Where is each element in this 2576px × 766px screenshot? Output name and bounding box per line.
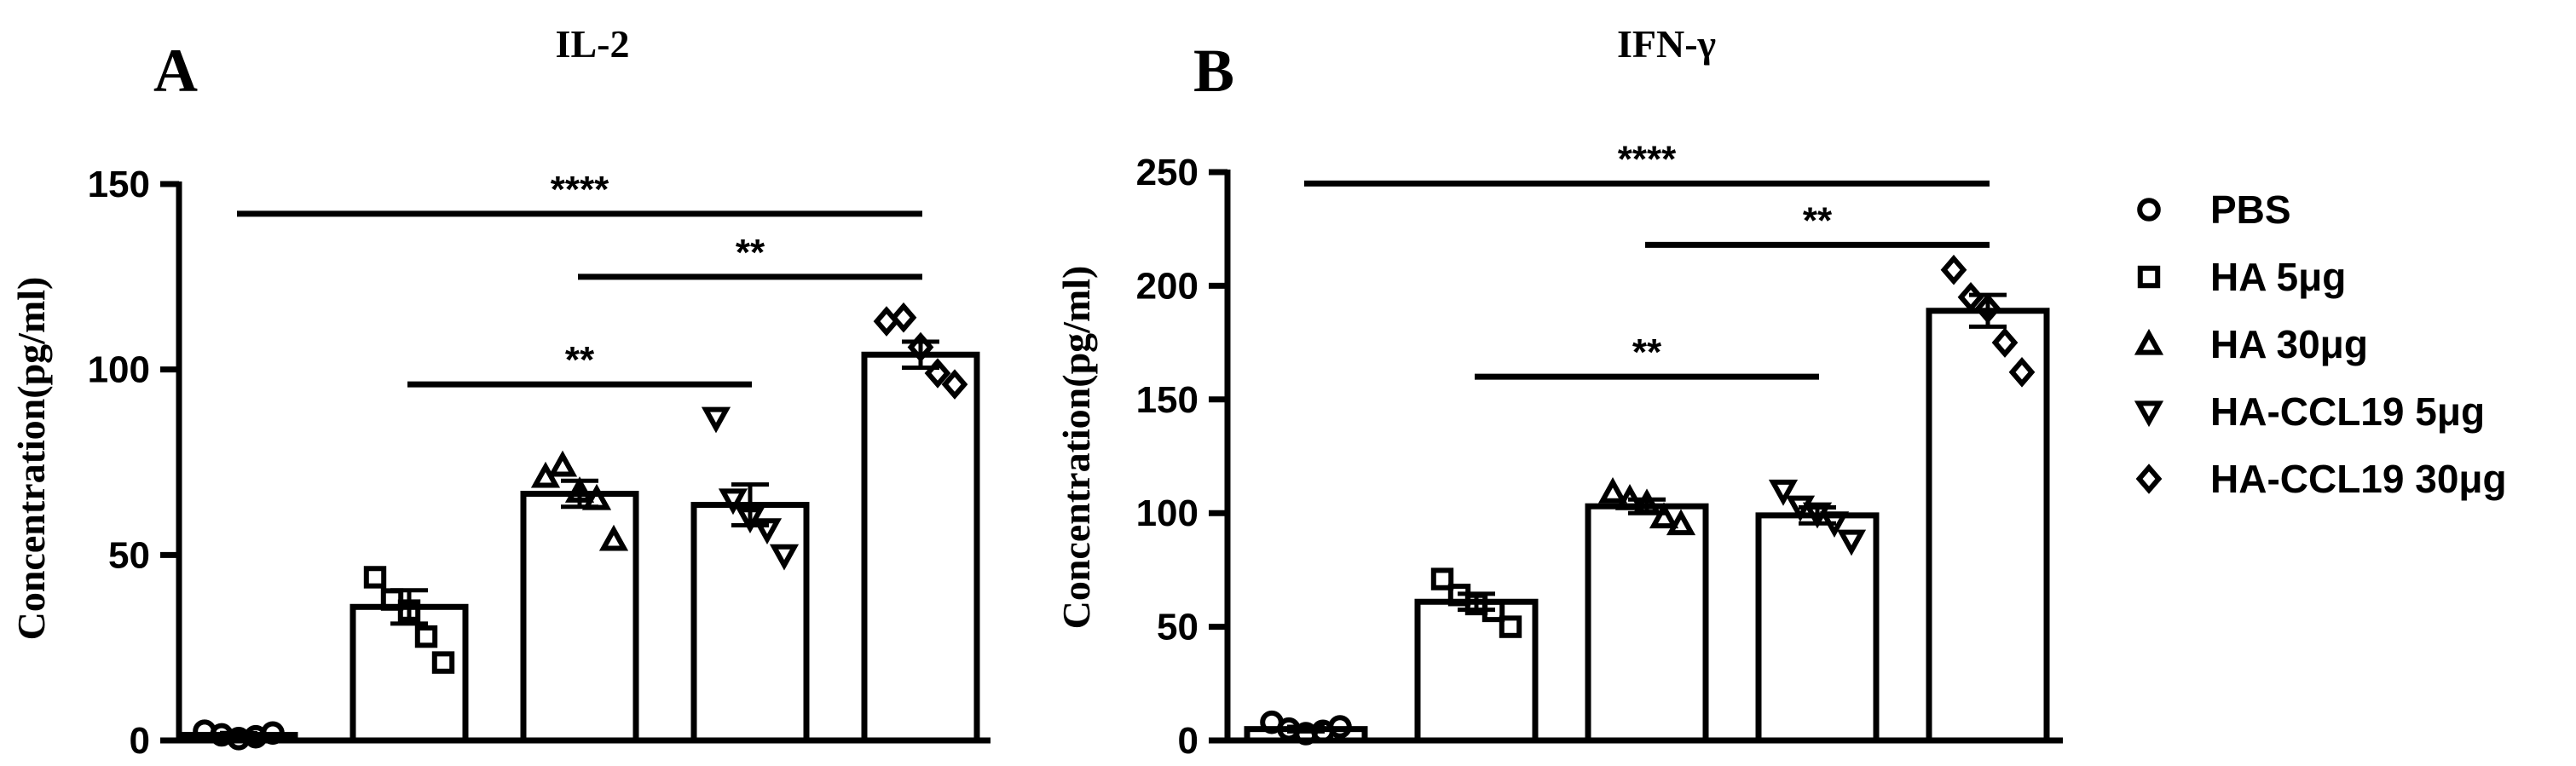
data-point-square-marker (1430, 567, 1454, 590)
bar-ha-ccl19-5ug (1755, 512, 1880, 744)
data-point-triangle-down-marker (769, 544, 800, 571)
legend-label: PBS (2210, 187, 2291, 232)
data-point-triangle-up-marker (581, 483, 612, 510)
data-point-diamond-marker (924, 358, 951, 389)
legend: PBS HA 5μg HA 30μg HA-CCL19 5μg HA-CCL19 30μ… (2134, 187, 2507, 501)
legend-label: HA 5μg (2210, 255, 2346, 299)
y-tick-label: 100 (88, 349, 150, 391)
data-point-diamond-marker (1974, 293, 2001, 324)
legend-label: HA-CCL19 5μg (2210, 389, 2485, 434)
data-point-triangle-up-marker (564, 476, 595, 503)
data-point-square-marker (1481, 599, 1505, 623)
legend-label: HA 30μg (2210, 322, 2368, 366)
data-point-diamond-marker (873, 306, 900, 337)
legend-item-pbs: PBS (2137, 187, 2291, 232)
data-point-square-marker (414, 625, 438, 648)
data-point-triangle-up-marker (1649, 502, 1679, 529)
data-point-triangle-down-marker (752, 518, 783, 545)
data-point-diamond-marker (1991, 327, 2019, 358)
data-point-diamond-marker (1940, 254, 1967, 285)
data-point-square-marker (397, 599, 421, 622)
y-tick-label: 100 (1136, 492, 1198, 534)
data-point-diamond-marker (890, 302, 917, 333)
y-tick-label: 50 (1157, 607, 1198, 648)
bar-ha-30ug (1585, 503, 1709, 744)
data-point-triangle-down-marker (1785, 495, 1816, 522)
y-tick-label: 150 (88, 164, 150, 205)
data-point-triangle-down-marker (1836, 529, 1867, 556)
significance-label: **** (551, 169, 609, 210)
data-point-diamond-marker (941, 369, 968, 400)
significance-label: ** (1803, 199, 1833, 241)
bar-ha-5ug (1414, 598, 1539, 744)
data-point-diamond-marker (2008, 356, 2036, 388)
legend-item-ha-ccl19-30ug: HA-CCL19 30μg (2135, 457, 2507, 501)
data-point-triangle-up-marker (1632, 488, 1662, 515)
triangle-down-icon (2134, 400, 2164, 428)
legend-item-ha-5ug: HA 5μg (2137, 255, 2346, 299)
bar-ha-ccl19-5ug (690, 502, 810, 744)
y-tick-label: 0 (130, 720, 150, 762)
data-point-triangle-down-marker (701, 406, 731, 434)
panel-letter-b: B (1193, 37, 1234, 105)
data-point-triangle-down-marker (1768, 479, 1799, 506)
bar-ha-ccl19-30ug (1926, 308, 2050, 744)
diamond-icon (2135, 464, 2163, 494)
legend-item-ha-30ug: HA 30μg (2134, 322, 2368, 366)
data-point-triangle-up-marker (1597, 477, 1628, 504)
data-point-triangle-down-marker (718, 488, 748, 515)
y-tick-label: 150 (1136, 379, 1198, 421)
data-point-triangle-up-marker (547, 450, 578, 477)
legend-label: HA-CCL19 30μg (2210, 457, 2507, 501)
triangle-up-icon (2134, 328, 2164, 355)
significance-label: ** (1632, 331, 1662, 373)
significance-label: ** (565, 339, 595, 381)
data-point-diamond-marker (907, 331, 934, 363)
bar-ha-ccl19-30ug (861, 351, 980, 744)
data-point-square-marker (363, 566, 387, 589)
circle-icon (2137, 198, 2161, 222)
panel-ifng: B IFN-γ Concentration(pg/ml) 0 50 100 150 20… (1054, 22, 2063, 762)
significance-label: ** (736, 232, 765, 274)
significance-label: **** (1618, 138, 1677, 180)
y-tick-label: 50 (108, 534, 150, 576)
chart-title-ifng: IFN-γ (1617, 22, 1716, 66)
chart-title-il2: IL-2 (556, 22, 630, 66)
y-tick-label: 250 (1136, 152, 1198, 193)
y-axis-label-il2: Concentration(pg/ml) (9, 277, 53, 641)
data-point-triangle-down-marker (1819, 511, 1850, 539)
data-point-diamond-marker (1957, 281, 1984, 313)
square-icon (2137, 265, 2161, 289)
bar-ha-30ug (520, 491, 639, 744)
panel-letter-a: A (153, 37, 198, 105)
data-point-triangle-up-marker (1614, 484, 1645, 510)
data-point-triangle-up-marker (1666, 509, 1696, 536)
data-point-circle-marker (1328, 715, 1352, 739)
data-point-circle-marker (261, 721, 285, 746)
y-tick-label: 200 (1136, 265, 1198, 307)
legend-item-ha-ccl19-5ug: HA-CCL19 5μg (2134, 389, 2485, 434)
y-tick-label: 0 (1178, 720, 1198, 762)
data-point-triangle-up-marker (598, 524, 629, 551)
y-axis-label-ifng: Concentration(pg/ml) (1054, 266, 1098, 630)
data-point-square-marker (1499, 615, 1522, 638)
data-point-square-marker (431, 651, 455, 674)
